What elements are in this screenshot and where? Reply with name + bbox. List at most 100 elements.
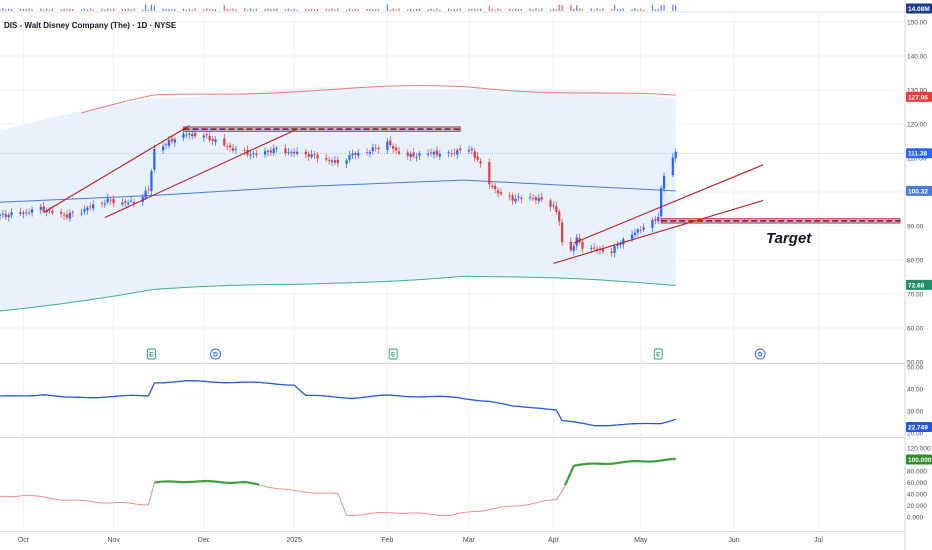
volume-bar (439, 9, 441, 11)
candle-body (132, 201, 136, 204)
volume-bar (407, 9, 409, 11)
volume-bar (348, 8, 351, 11)
volume-bar (133, 8, 135, 11)
candle-body (572, 246, 575, 251)
volume-bar (305, 8, 307, 11)
candle-body (7, 214, 10, 218)
volume-bar (232, 8, 234, 11)
event-marker-label: D (213, 351, 218, 358)
volume-bar (313, 9, 316, 11)
candle-body (234, 149, 238, 150)
candle-body (616, 245, 619, 247)
candle-body (144, 190, 147, 199)
oscillator-segment (527, 503, 531, 506)
oscillator-segment (52, 498, 56, 500)
candle-body (357, 152, 360, 156)
volume-bar (51, 8, 54, 11)
candle-body (226, 146, 229, 148)
candle-body (194, 132, 197, 137)
oscillator-segment (343, 507, 348, 516)
volume-bar (165, 9, 167, 11)
volume-bar (191, 9, 193, 11)
volume-bar (206, 8, 208, 11)
trendline (553, 199, 764, 264)
candle-body (295, 151, 299, 154)
volume-bar (590, 8, 592, 11)
volume-bar (337, 8, 339, 11)
volume-bar (86, 9, 88, 11)
candle-body (499, 192, 503, 195)
volume-bar (450, 9, 453, 11)
ratio-tick-label: 50.00 (907, 364, 924, 371)
event-marker-label: E (149, 351, 154, 358)
volume-bar (246, 9, 249, 11)
volume-bar (459, 8, 461, 11)
candle-body (657, 217, 660, 222)
candle-body (109, 199, 112, 201)
candle-body (65, 214, 69, 218)
volume-bar (83, 8, 86, 11)
candle-body (60, 212, 63, 214)
volume-bar (48, 9, 51, 11)
candle-body (325, 158, 328, 160)
candle-body (456, 149, 459, 155)
volume-bar (153, 5, 155, 11)
volume-bar (104, 9, 106, 11)
volume-bar (145, 4, 147, 11)
candle-body (0, 214, 2, 216)
candle-body (127, 202, 130, 205)
oscillator-segment (555, 495, 560, 500)
time-tick-label: Dec (198, 537, 211, 544)
volume-bar (267, 8, 269, 11)
oscillator-segment (253, 482, 257, 486)
candle-body (182, 133, 185, 138)
oscillator-segment (337, 493, 342, 501)
target-label: Target (766, 230, 812, 247)
candle-body (307, 154, 310, 158)
volume-bar (8, 8, 10, 11)
chart-title: DIS - Walt Disney Company (The) · 1D · N… (4, 21, 177, 30)
volume-bar (311, 8, 313, 11)
candle-body (613, 246, 616, 254)
candle-body (549, 200, 552, 207)
candle-body (51, 210, 54, 213)
oscillator-segment (489, 508, 493, 511)
volume-bar (453, 8, 455, 11)
candle-body (427, 153, 430, 155)
candle-body (83, 209, 86, 212)
oscillator-segment (497, 506, 502, 509)
volume-bar (40, 8, 42, 11)
axis-value-tag-text: 22.749 (908, 424, 928, 431)
volume-bar (570, 4, 572, 11)
volume-bar (596, 8, 598, 11)
volume-bar (593, 9, 595, 11)
axis-value-tag (906, 279, 932, 290)
candle-body (28, 212, 31, 214)
oscillator-segment (558, 491, 563, 496)
volume-bar (581, 9, 584, 11)
candle-body (569, 241, 572, 251)
candle-body (520, 197, 523, 199)
candle-body (167, 140, 171, 146)
volume-bar (66, 9, 68, 11)
volume-bar (535, 8, 537, 11)
volume-bar (287, 8, 289, 11)
volume-bar (398, 8, 400, 11)
volume-bar (334, 9, 336, 11)
price-tick-label: 60.00 (907, 325, 924, 332)
candle-body (284, 148, 287, 154)
volume-bar (284, 9, 287, 11)
volume-bar (436, 8, 438, 11)
candle-body (246, 149, 249, 156)
volume-bar (171, 8, 173, 11)
oscillator-segment (256, 483, 260, 486)
candle-body (275, 148, 278, 149)
price-tick-label: 110.00 (907, 155, 927, 162)
volume-bar (427, 9, 429, 11)
candle-body (22, 212, 25, 214)
candle-body (517, 196, 520, 198)
oscillator-segment (561, 485, 566, 492)
volume-bar (494, 9, 496, 11)
candle-body (10, 212, 13, 216)
candle-body (290, 151, 293, 153)
